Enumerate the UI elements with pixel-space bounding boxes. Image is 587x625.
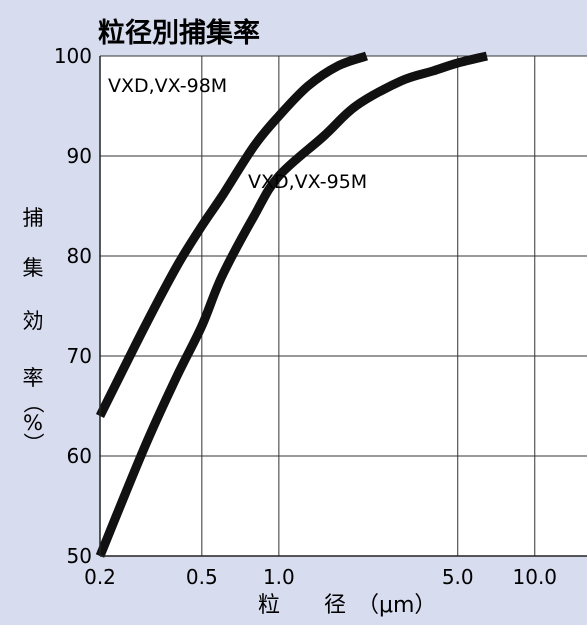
series-line-1 xyxy=(95,51,369,419)
x-tick-label: 0.2 xyxy=(84,565,116,589)
y-axis-label-char: % xyxy=(23,411,43,435)
y-axis-label-char: 率 xyxy=(23,366,44,390)
series-labels: VXD,VX-98M VXD,VX-95M xyxy=(108,75,367,193)
series-lines xyxy=(95,51,488,558)
y-axis-label-char: ） xyxy=(21,433,45,454)
y-axis-label-char: 集 xyxy=(23,256,44,280)
y-tick-label: 70 xyxy=(67,344,92,368)
y-axis-label-char: （ xyxy=(21,393,45,414)
x-tick-label: 1.0 xyxy=(263,565,295,589)
plot-area xyxy=(100,56,587,556)
y-tick-label: 100 xyxy=(54,44,92,68)
y-axis-label-char: 効 xyxy=(23,309,44,333)
x-tick-label: 10.0 xyxy=(513,565,558,589)
y-axis-label-char: 捕 xyxy=(23,206,44,230)
chart-title: 粒径別捕集率 xyxy=(98,17,260,49)
y-tick-label: 80 xyxy=(67,244,92,268)
series-label-1: VXD,VX-98M xyxy=(108,75,227,97)
y-tick-label: 60 xyxy=(67,444,92,468)
x-tick-label: 5.0 xyxy=(442,565,474,589)
x-tick-label: 0.5 xyxy=(186,565,218,589)
y-tick-label: 90 xyxy=(67,144,92,168)
x-axis-label: 粒 径 （μm） xyxy=(258,593,436,618)
y-tick-label: 50 xyxy=(67,544,92,568)
series-line-2 xyxy=(95,51,488,558)
series-label-2: VXD,VX-95M xyxy=(248,171,367,193)
tick-labels: 50 60 70 80 90 100 0.2 0.5 1.0 5.0 10.0 xyxy=(54,44,557,589)
